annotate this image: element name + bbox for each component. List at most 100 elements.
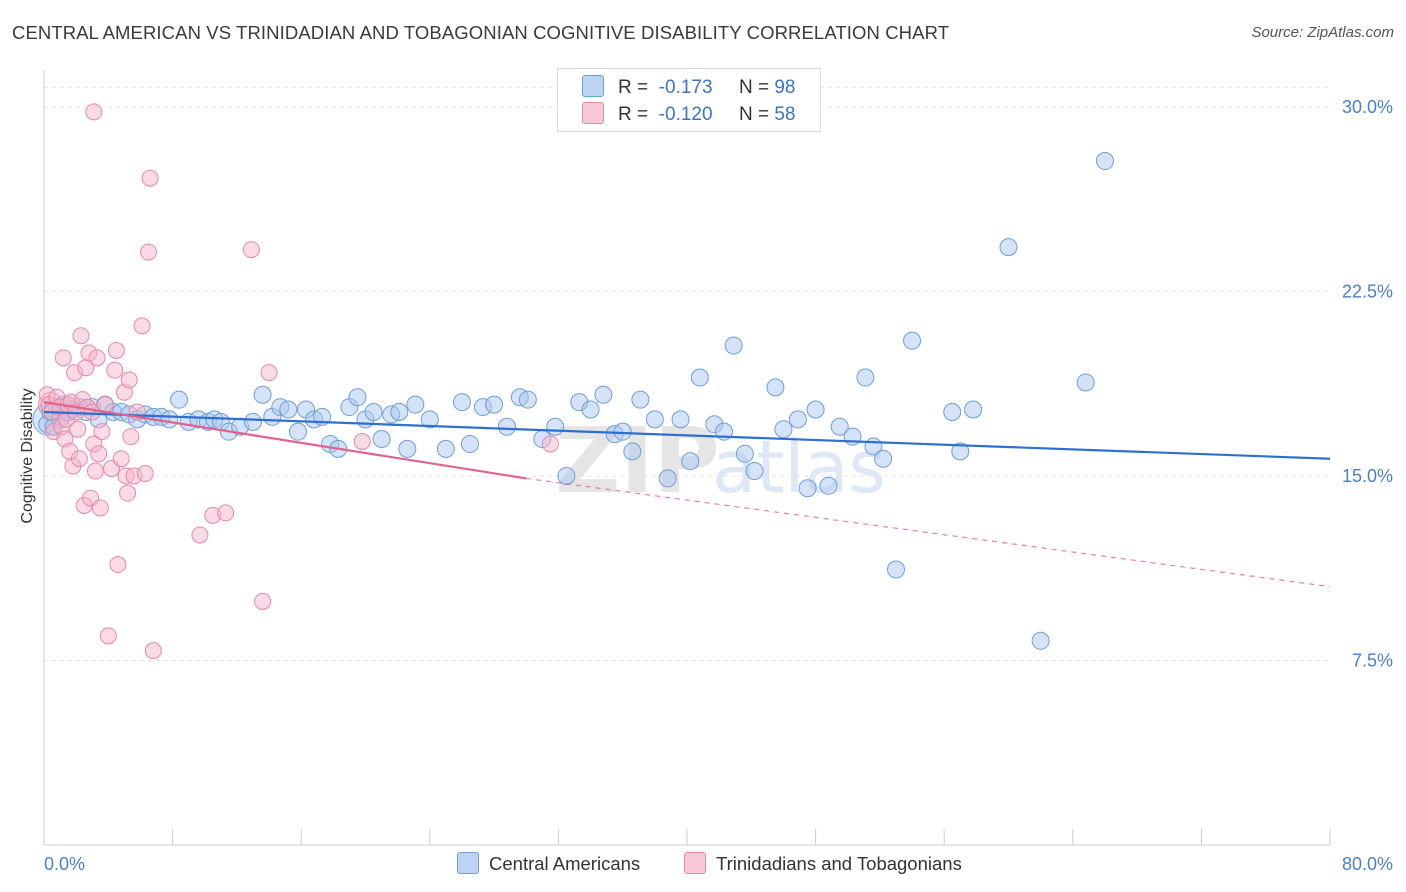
chart-title: CENTRAL AMERICAN VS TRINIDADIAN AND TOBA… xyxy=(12,22,950,43)
point-central-american xyxy=(745,462,764,481)
point-central-american xyxy=(243,412,262,431)
source-label: Source: ZipAtlas.com xyxy=(1251,24,1394,41)
point-trinidadian xyxy=(99,627,117,645)
point-central-american xyxy=(964,400,983,419)
axes xyxy=(43,70,1331,846)
point-central-american xyxy=(724,336,743,355)
legend-swatch-blue xyxy=(582,75,604,97)
gridlines xyxy=(44,86,1330,661)
legend-n-label: N = xyxy=(738,77,770,98)
x-tick-label-max: 80.0% xyxy=(1342,854,1393,874)
point-central-american xyxy=(613,422,632,441)
legend-pink-r: -0.120 xyxy=(658,104,713,125)
legend-r-label: R = xyxy=(618,77,649,98)
point-central-american xyxy=(681,452,700,471)
bottom-legend-swatch-pink xyxy=(684,852,706,874)
point-trinidadian xyxy=(541,435,559,453)
point-trinidadian xyxy=(260,364,278,382)
point-trinidadian xyxy=(106,361,124,379)
point-central-american xyxy=(623,442,642,461)
point-central-american xyxy=(1031,631,1050,650)
point-central-american xyxy=(364,402,383,421)
point-central-american xyxy=(460,434,479,453)
point-trinidadian xyxy=(93,423,111,441)
point-central-american xyxy=(288,422,307,441)
point-trinidadian xyxy=(254,592,272,610)
bottom-legend-blue: Central Americans xyxy=(457,852,640,875)
point-central-american xyxy=(856,368,875,387)
point-trinidadian xyxy=(72,327,90,345)
point-central-american xyxy=(645,410,664,429)
point-central-american xyxy=(436,439,455,458)
point-trinidadian xyxy=(353,433,371,451)
point-central-american xyxy=(830,417,849,436)
legend-swatch-pink xyxy=(582,102,604,124)
point-central-american xyxy=(406,395,425,414)
bottom-legend-pink: Trinidadians and Tobagonians xyxy=(684,852,962,875)
y-tick-label: 22.5% xyxy=(1342,281,1393,301)
point-trinidadian xyxy=(85,103,103,121)
point-central-american xyxy=(557,466,576,485)
bottom-legend-swatch-blue xyxy=(457,852,479,874)
point-central-american xyxy=(518,390,537,409)
point-trinidadian xyxy=(144,642,162,660)
point-central-american xyxy=(943,402,962,421)
point-central-american xyxy=(594,385,613,404)
point-central-american xyxy=(452,393,471,412)
tick-labels: 7.5% 15.0% 22.5% 30.0% 0.0% 80.0% xyxy=(44,97,1393,874)
legend-n-label: N = xyxy=(738,104,770,125)
point-trinidadian xyxy=(141,169,159,187)
point-trinidadian xyxy=(136,464,154,482)
trend-line-pink-extension xyxy=(526,477,1331,588)
point-central-american xyxy=(774,420,793,439)
point-trinidadian xyxy=(119,484,137,502)
legend-row-blue: R = -0.173 N = 98 xyxy=(582,75,795,99)
point-central-american xyxy=(874,449,893,468)
point-trinidadian xyxy=(90,445,108,463)
trend-line-pink xyxy=(43,401,527,480)
point-central-american xyxy=(485,395,504,414)
point-central-american xyxy=(420,410,439,429)
point-central-american xyxy=(1095,152,1114,171)
legend-r-label: R = xyxy=(618,104,649,125)
point-trinidadian xyxy=(86,462,104,480)
point-central-american xyxy=(390,402,409,421)
point-central-american xyxy=(372,430,391,449)
point-trinidadian xyxy=(54,349,72,367)
point-trinidadian xyxy=(242,241,260,259)
point-central-american xyxy=(279,400,298,419)
point-central-american xyxy=(690,368,709,387)
trend-lines xyxy=(43,401,1331,588)
point-central-american xyxy=(798,479,817,498)
point-central-american xyxy=(170,390,189,409)
point-central-american xyxy=(819,476,838,495)
point-central-american xyxy=(671,410,690,429)
point-trinidadian xyxy=(217,504,235,522)
point-central-american xyxy=(581,400,600,419)
point-central-american xyxy=(160,410,179,429)
point-trinidadian xyxy=(70,450,88,468)
legend-blue-n: 98 xyxy=(774,77,796,98)
bottom-legend-blue-label: Central Americans xyxy=(489,853,641,874)
point-central-american xyxy=(766,378,785,397)
point-central-american xyxy=(253,385,272,404)
point-trinidadian xyxy=(112,450,130,468)
legend-pink-n: 58 xyxy=(774,104,796,125)
point-central-american xyxy=(348,388,367,407)
point-trinidadian xyxy=(139,243,157,261)
point-central-american xyxy=(806,400,825,419)
point-central-american xyxy=(788,410,807,429)
point-trinidadian xyxy=(109,556,127,574)
y-tick-label: 15.0% xyxy=(1342,466,1393,486)
stats-legend: R = -0.173 N = 98 R = -0.120 N = 58 xyxy=(557,68,821,132)
x-tick-label-min: 0.0% xyxy=(44,854,85,874)
point-trinidadian xyxy=(91,499,109,517)
point-central-american xyxy=(999,238,1018,257)
point-trinidadian xyxy=(107,341,125,359)
point-trinidadian xyxy=(133,317,151,335)
point-central-american xyxy=(735,444,754,463)
data-points xyxy=(32,103,1114,660)
legend-row-pink: R = -0.120 N = 58 xyxy=(582,102,795,126)
trend-line-blue xyxy=(43,410,1331,460)
